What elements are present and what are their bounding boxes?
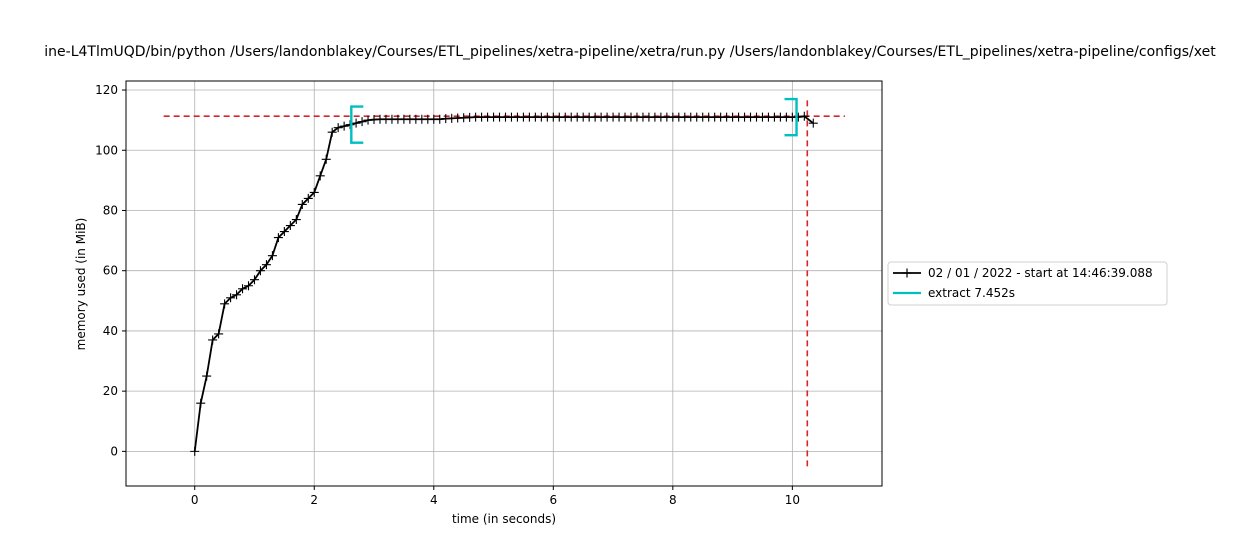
legend: 02 / 01 / 2022 - start at 14:46:39.088 e… [887,261,1168,306]
y-tick-label: 120 [95,83,118,97]
y-tick-label: 100 [95,143,118,157]
extract-start-bracket [350,105,364,144]
memory-point-marker [321,154,331,164]
extract-end-bracket [784,97,798,137]
memory-point-marker [244,281,254,291]
legend-box [887,261,1168,306]
memory-point-marker [196,398,206,408]
memory-point-marker [273,233,283,243]
memory-point-marker [309,187,319,197]
y-tick-label: 20 [103,384,118,398]
x-axis-label: time (in seconds) [452,512,556,526]
memory-point-marker [808,118,818,128]
x-tick-label: 10 [785,493,800,507]
memory-point-marker [214,329,224,339]
x-tick-label: 2 [310,493,318,507]
memory-point-marker [333,123,343,133]
memory-point-marker [238,284,248,294]
legend-label-extract: extract 7.452s [928,286,1015,300]
memory-point-marker [261,260,271,270]
memory-point-marker [339,121,349,131]
x-tick-label: 4 [430,493,438,507]
y-tick-label: 40 [103,324,118,338]
legend-marker-plus-icon [902,268,912,278]
memory-series-line [193,115,814,452]
plot-frame [125,80,883,487]
memory-point-marker [208,335,218,345]
memory-point-marker [190,446,200,456]
chart-title: ine-L4TlmUQD/bin/python /Users/landonbla… [44,44,1216,60]
memory-point-marker [226,293,236,303]
memory-point-marker [303,193,313,203]
y-tick-label: 60 [103,264,118,278]
memory-point-marker [220,299,230,309]
memory-point-marker [255,266,265,276]
memory-point-marker [285,221,295,231]
x-tick-label: 8 [669,493,677,507]
memory-point-marker [202,371,212,381]
plot-area [126,81,882,486]
memory-point-marker [357,117,367,127]
memory-point-marker [435,114,445,124]
memory-point-marker [351,118,361,128]
memory-point-marker [232,290,242,300]
memory-point-marker [291,215,301,225]
memory-point-marker [297,199,307,209]
memory-point-marker [249,275,259,285]
y-tick-label: 80 [103,203,118,217]
y-tick-label: 0 [110,444,118,458]
memory-point-marker [279,227,289,237]
legend-label-memory: 02 / 01 / 2022 - start at 14:46:39.088 [928,266,1153,280]
memory-point-marker [363,115,373,125]
x-tick-label: 0 [191,493,199,507]
memory-point-marker [327,127,337,137]
memory-point-marker [267,251,277,261]
memory-point-marker [799,111,809,121]
memory-point-marker [315,171,325,181]
y-axis-label: memory used (in MiB) [74,218,88,351]
memory-point-marker [793,112,803,122]
x-tick-label: 6 [549,493,557,507]
